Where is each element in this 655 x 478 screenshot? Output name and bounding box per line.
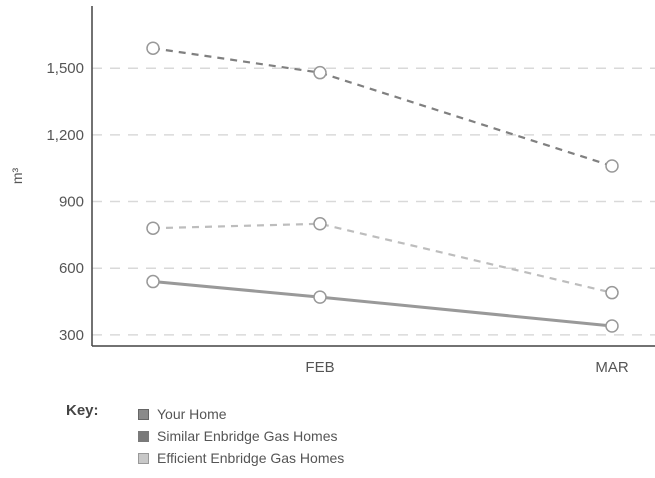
y-tick-label: 1,200 <box>46 127 84 144</box>
series-0-point <box>313 290 327 304</box>
legend: Your Home Similar Enbridge Gas Homes Eff… <box>138 403 344 469</box>
y-tick-label: 600 <box>59 260 84 277</box>
legend-label: Your Home <box>157 406 227 422</box>
x-tick-label: FEB <box>305 359 334 376</box>
legend-swatch-icon <box>138 430 149 442</box>
series-2-point <box>313 217 327 231</box>
series-1-point <box>146 41 160 55</box>
y-tick-label: 1,500 <box>46 60 84 77</box>
legend-swatch-icon <box>138 408 149 420</box>
series-2-point <box>605 285 619 300</box>
legend-swatch-icon <box>138 452 149 464</box>
legend-item-your-home: Your Home <box>138 403 344 425</box>
series-0-point <box>146 274 160 289</box>
legend-label: Efficient Enbridge Gas Homes <box>157 450 345 466</box>
series-0-point <box>605 319 619 333</box>
y-tick-label: 900 <box>59 194 84 211</box>
series-line-2 <box>152 222 613 294</box>
legend-label: Similar Enbridge Gas Homes <box>157 428 338 444</box>
legend-key-label: Key: <box>66 402 99 419</box>
series-line-0 <box>152 280 613 328</box>
series-2-point <box>146 221 160 235</box>
x-tick-label: MAR <box>595 359 629 376</box>
legend-item-similar-homes: Similar Enbridge Gas Homes <box>138 425 344 447</box>
y-axis-label: m³ <box>9 168 25 185</box>
series-line-1 <box>152 47 613 168</box>
y-tick-label: 300 <box>59 327 84 344</box>
series-1-point <box>605 159 619 173</box>
legend-item-efficient-homes: Efficient Enbridge Gas Homes <box>138 447 344 469</box>
series-1-point <box>313 65 327 80</box>
